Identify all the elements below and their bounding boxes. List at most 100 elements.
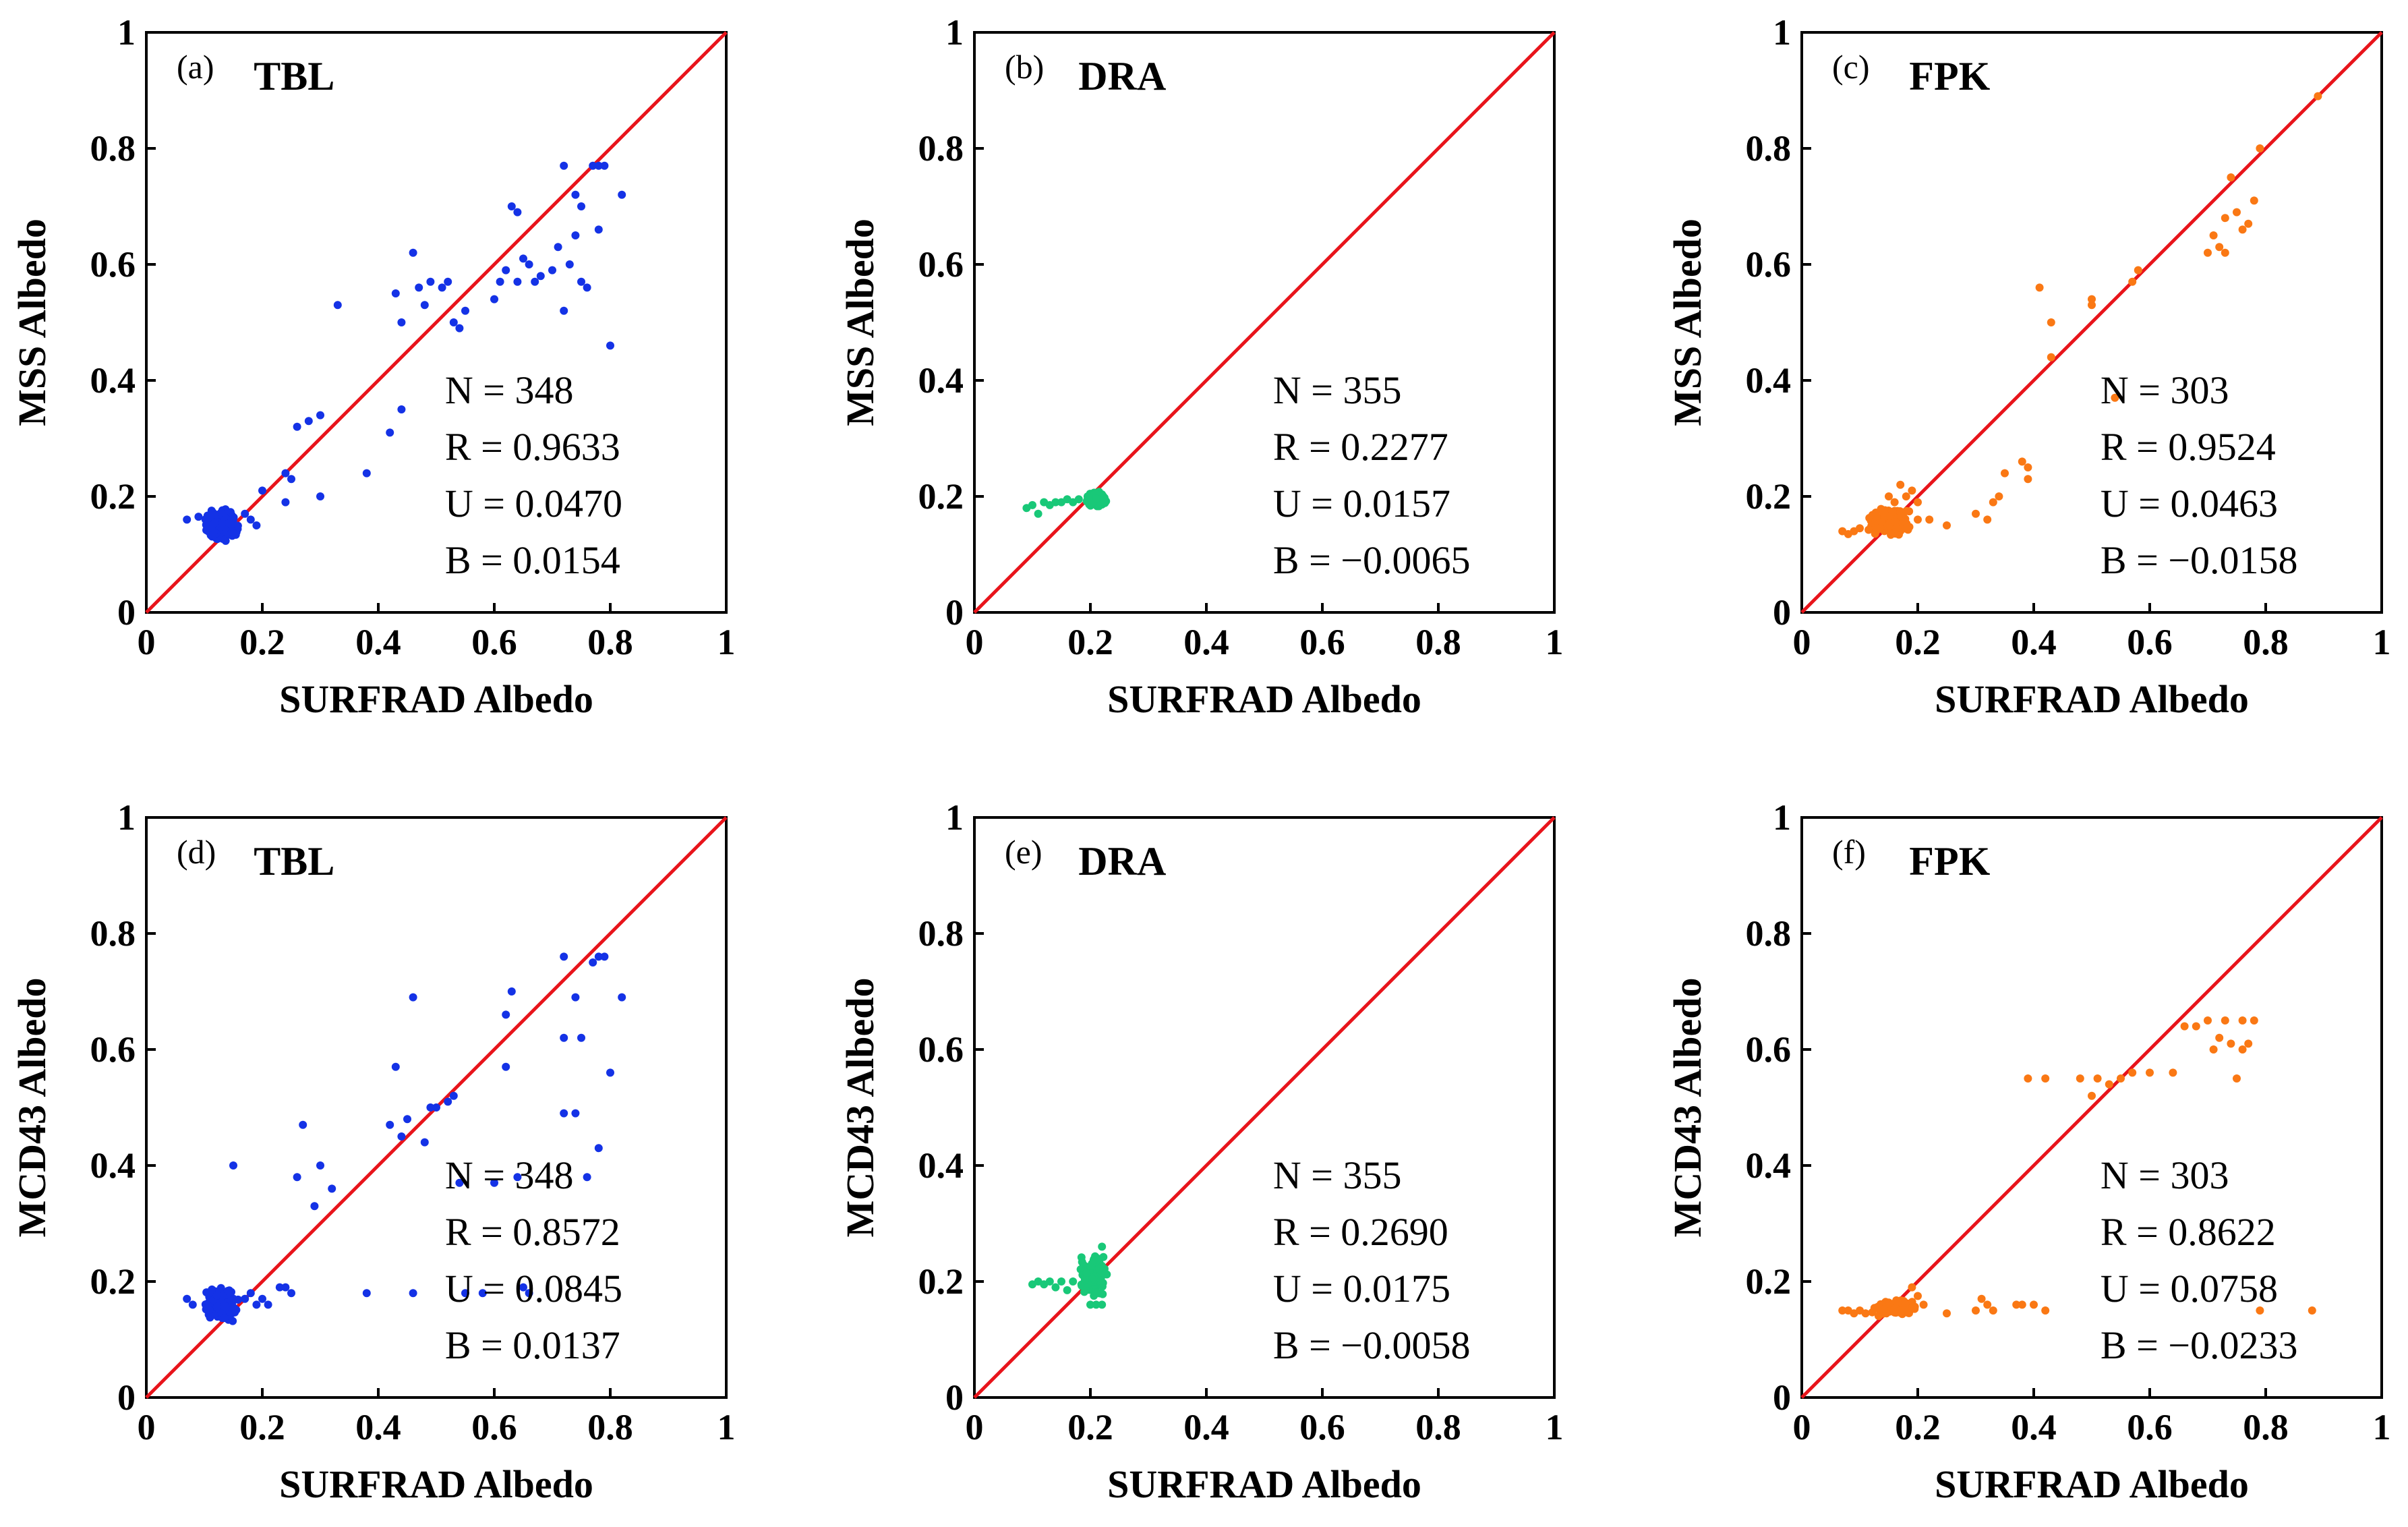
scatter-point (1977, 1294, 1986, 1303)
scatter-point (299, 1120, 307, 1129)
scatter-point (513, 277, 522, 286)
scatter-point (1879, 1304, 1888, 1313)
scatter-point (1034, 509, 1043, 518)
scatter-point (426, 277, 435, 286)
scatter-point (1908, 486, 1916, 495)
y-axis-label: MCD43 Albedo (1666, 977, 1709, 1237)
scatter-point (432, 1103, 440, 1112)
y-tick-label: 1 (945, 797, 964, 838)
scatter-point (1063, 1286, 1071, 1294)
scatter-points (1838, 1016, 2316, 1321)
scatter-point (293, 1173, 301, 1182)
x-tick-label: 0.2 (1895, 622, 1941, 662)
x-tick-label: 0.2 (239, 622, 285, 662)
scatter-point (1983, 1300, 1992, 1309)
scatter-point (264, 1300, 272, 1309)
scatter-point (2256, 1306, 2264, 1315)
x-tick-label: 1 (717, 1407, 736, 1447)
x-tick-label: 0.8 (587, 622, 633, 662)
y-tick-label: 0.4 (90, 1145, 136, 1186)
scatter-point (1872, 523, 1881, 532)
scatter-point (2024, 1074, 2032, 1083)
plot-frame (1800, 816, 2383, 1399)
scatter-point (2204, 1016, 2212, 1025)
panel-a: 00 0.2 0.2 0.4 0.4 0.6 0.6 0.8 0.8 1 1 SURFRAD Albe… (10, 12, 736, 721)
scatter-point (362, 1289, 371, 1298)
scatter-point (1092, 494, 1101, 503)
scatter-point (594, 161, 603, 170)
panel-b: 00 0.2 0.2 0.4 0.4 0.6 0.6 0.8 0.8 1 1 SURFRAD Albe… (838, 12, 1564, 721)
scatter-points (1022, 488, 1111, 518)
scatter-point (2180, 1022, 2189, 1031)
y-tick-label: 0.2 (90, 1261, 136, 1302)
scatter-point (420, 1138, 429, 1147)
scatter-point (2238, 1045, 2247, 1054)
scatter-point (513, 1173, 522, 1182)
stat-text: U = 0.0175 (1273, 1267, 1450, 1310)
stat-text: B = −0.0233 (2101, 1323, 2298, 1367)
y-tick-label: 0.8 (1746, 128, 1792, 169)
scatter-point (507, 987, 516, 996)
scatter-point (1914, 515, 1922, 524)
panel-label: (d) (177, 833, 216, 871)
y-tick-label: 0 (117, 1377, 136, 1418)
stat-text: N = 348 (445, 368, 574, 412)
scatter-point (455, 324, 464, 333)
scatter-point (1078, 1258, 1086, 1267)
y-tick-label: 1 (1773, 797, 1791, 838)
scatter-point (438, 283, 446, 292)
panel-label: (f) (1832, 833, 1866, 871)
scatter-point (1092, 1288, 1101, 1297)
x-tick-label: 1 (1546, 1407, 1564, 1447)
stat-text: N = 348 (445, 1153, 574, 1197)
scatter-point (1086, 494, 1094, 503)
scatter-point (513, 208, 522, 217)
scatter-point (188, 1300, 197, 1309)
scatter-point (1856, 524, 1864, 533)
y-tick-label: 0.8 (90, 913, 136, 954)
scatter-point (2035, 283, 2044, 292)
scatter-point (2076, 1074, 2084, 1083)
stat-text: R = 0.9633 (445, 425, 620, 469)
scatter-point (449, 1091, 458, 1100)
plot-frame (973, 816, 1556, 1399)
stat-text: B = −0.0065 (1273, 538, 1471, 582)
scatter-point (444, 277, 452, 286)
scatter-point (2204, 248, 2212, 257)
scatter-point (1885, 492, 1893, 500)
y-tick-label: 0.8 (90, 128, 136, 169)
scatter-point (397, 405, 406, 413)
scatter-point (229, 513, 238, 522)
scatter-point (258, 486, 266, 495)
scatter-point (409, 993, 417, 1002)
panel-e: 00 0.2 0.2 0.4 0.4 0.6 0.6 0.8 0.8 1 1 SURFRAD Albe… (838, 797, 1564, 1506)
scatter-point (583, 283, 591, 292)
scatter-point (194, 513, 203, 521)
x-tick-label: 0.2 (1067, 1407, 1113, 1447)
y-tick-label: 0.6 (90, 244, 136, 285)
scatter-point (560, 161, 568, 170)
x-tick-label: 0.4 (2011, 1407, 2057, 1447)
x-tick-label: 0 (1793, 622, 1811, 662)
scatter-points (183, 952, 626, 1325)
scatter-point (316, 1161, 324, 1170)
scatter-point (362, 469, 371, 478)
stat-text: R = 0.8572 (445, 1210, 620, 1254)
scatter-point (229, 1161, 237, 1170)
scatter-point (589, 958, 597, 967)
x-tick-label: 0.8 (1415, 622, 1461, 662)
y-tick-label: 0 (1773, 592, 1791, 633)
stat-text: N = 303 (2101, 1153, 2229, 1197)
scatter-point (2146, 1068, 2154, 1077)
x-axis-label: SURFRAD Albedo (1107, 1462, 1421, 1506)
y-tick-label: 1 (945, 12, 964, 53)
scatter-point (1943, 1309, 1951, 1318)
scatter-point (409, 248, 417, 257)
x-axis-label: SURFRAD Albedo (1935, 1462, 2249, 1506)
scatter-point (2221, 248, 2229, 257)
scatter-point (2233, 1074, 2241, 1083)
y-axis-label: MSS Albedo (1666, 219, 1709, 426)
scatter-point (1879, 509, 1888, 518)
scatter-point (565, 260, 574, 268)
